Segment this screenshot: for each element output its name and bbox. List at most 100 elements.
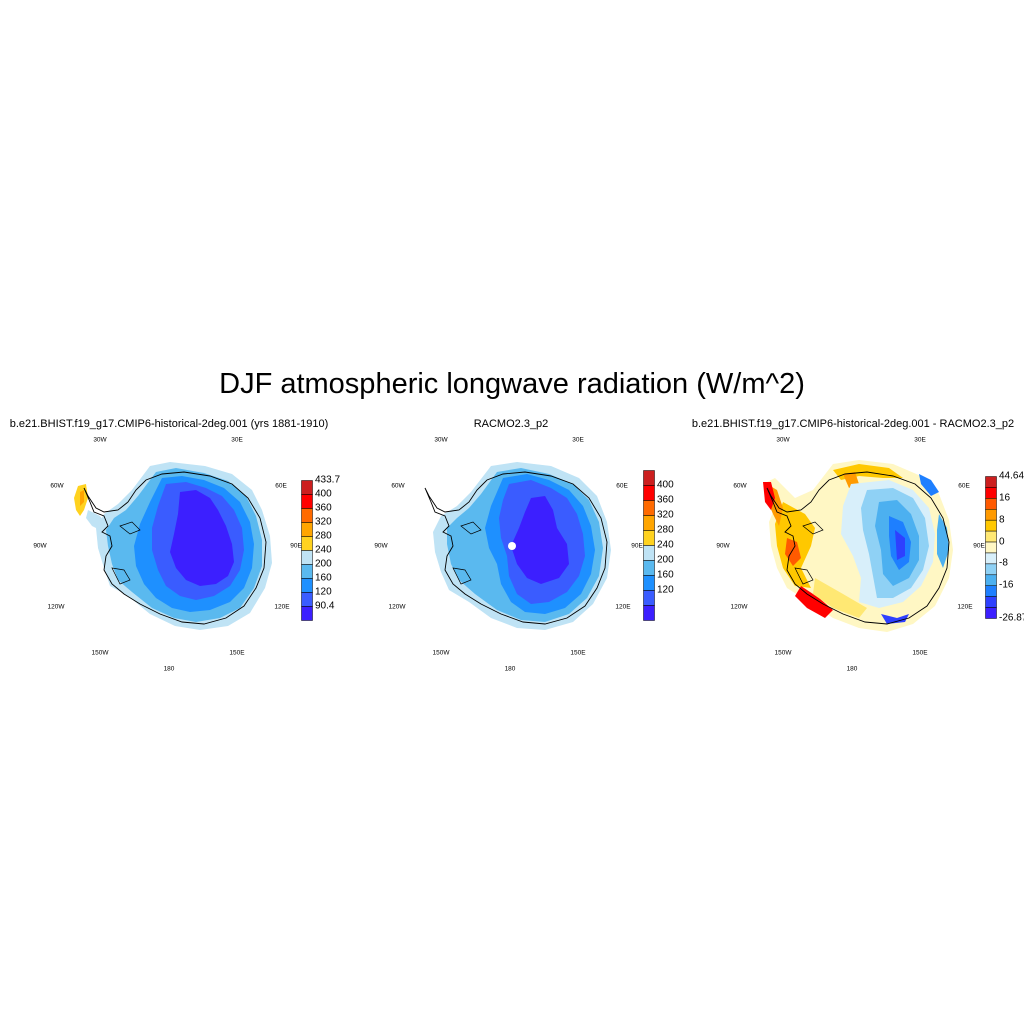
- lon-label-120e: 120E: [615, 603, 631, 611]
- colorbar-swatch: [985, 487, 997, 499]
- lon-label-180: 180: [163, 665, 175, 673]
- lon-label-150w: 150W: [774, 649, 792, 657]
- colorbar-swatch: [985, 509, 997, 521]
- colorbar-swatch: [985, 530, 997, 543]
- colorbar-label: 200: [315, 558, 332, 570]
- colorbar-label: 360: [315, 502, 332, 514]
- lon-label-60e: 60E: [958, 482, 970, 490]
- map-panel-model: b.e21.BHIST.f19_g17.CMIP6-historical-2de…: [0, 418, 340, 680]
- colorbar-swatch: [985, 596, 997, 608]
- colorbar-swatch: [643, 560, 655, 576]
- lon-label-60w: 60W: [50, 482, 64, 490]
- colorbar-swatch: [985, 552, 997, 565]
- colorbar-label: 0: [999, 536, 1005, 548]
- antarctica-map: [763, 460, 953, 632]
- colorbar-swatch: [985, 574, 997, 586]
- lon-label-30w: 30W: [776, 436, 790, 444]
- colorbar-swatches: [643, 470, 655, 621]
- lon-label-120w: 120W: [47, 603, 65, 611]
- panel-title: b.e21.BHIST.f19_g17.CMIP6-historical-2de…: [9, 418, 329, 430]
- lon-label-150w: 150W: [91, 649, 109, 657]
- colorbar-label: 360: [657, 494, 674, 506]
- lon-label-60w: 60W: [391, 482, 405, 490]
- lon-label-120e: 120E: [957, 603, 973, 611]
- colorbar-label: -8: [999, 557, 1008, 569]
- diff-cool: [841, 474, 949, 624]
- panel-title: RACMO2.3_p2: [473, 418, 549, 430]
- colorbar-label: 400: [657, 479, 674, 491]
- coastline: [424, 471, 608, 625]
- colorbar-swatch: [985, 563, 997, 576]
- colorbar-swatch: [301, 494, 313, 509]
- lon-label-30w: 30W: [434, 436, 448, 444]
- lon-label-60w: 60W: [733, 482, 747, 490]
- colorbar-label: 200: [657, 554, 674, 566]
- lon-label-180: 180: [504, 665, 516, 673]
- colorbar-label: 320: [315, 516, 332, 528]
- lon-label-30e: 30E: [231, 436, 243, 444]
- lon-label-150e: 150E: [229, 649, 245, 657]
- colorbar-swatch: [301, 592, 313, 607]
- map-panel-racmo: RACMO2.3_p2 30W 30E 60W 60E 90W 90E 120W…: [341, 418, 681, 680]
- colorbar-label: 90.4: [315, 600, 335, 612]
- colorbar-swatch: [301, 550, 313, 565]
- colorbar-label: 240: [657, 539, 674, 551]
- colorbar-swatch: [985, 476, 997, 488]
- lon-label-90w: 90W: [33, 542, 47, 550]
- colorbar-swatch: [643, 590, 655, 606]
- colorbar-swatch: [301, 578, 313, 593]
- colorbar-swatch: [301, 522, 313, 537]
- colorbar-swatch: [643, 515, 655, 531]
- colorbar-swatch: [643, 470, 655, 486]
- lon-label-90w: 90W: [716, 542, 730, 550]
- antarctica-map: [74, 462, 272, 630]
- colorbar-label: 8: [999, 514, 1005, 526]
- lon-label-30w: 30W: [93, 436, 107, 444]
- colorbar-swatch: [643, 575, 655, 591]
- field-interior: [170, 490, 234, 586]
- lon-label-120e: 120E: [274, 603, 290, 611]
- colorbar-label: 280: [315, 530, 332, 542]
- colorbar-swatch: [985, 607, 997, 619]
- colorbar-swatches: [301, 480, 313, 621]
- pole-hole: [508, 542, 516, 550]
- colorbar-label: 400: [315, 488, 332, 500]
- lon-label-150w: 150W: [432, 649, 450, 657]
- lon-label-120w: 120W: [730, 603, 748, 611]
- lon-label-90e: 90E: [973, 542, 985, 550]
- colorbar-label: 280: [657, 524, 674, 536]
- colorbar-swatch: [301, 480, 313, 495]
- lon-label-180: 180: [846, 665, 858, 673]
- field-interior: [511, 496, 569, 584]
- colorbar-label: 120: [315, 586, 332, 598]
- figure-title: DJF atmospheric longwave radiation (W/m^…: [219, 368, 805, 400]
- colorbar-swatch: [643, 605, 655, 621]
- colorbar-swatch: [301, 536, 313, 551]
- colorbar-swatches: [985, 476, 997, 619]
- colorbar-label: 240: [315, 544, 332, 556]
- lon-label-90e: 90E: [290, 542, 302, 550]
- panel-title: b.e21.BHIST.f19_g17.CMIP6-historical-2de…: [691, 418, 1015, 430]
- colorbar-label: 44.64: [999, 470, 1024, 482]
- colorbar-label: 16: [999, 492, 1011, 504]
- map-panel-difference: b.e21.BHIST.f19_g17.CMIP6-historical-2de…: [683, 418, 1024, 680]
- lon-label-150e: 150E: [570, 649, 586, 657]
- colorbar-swatch: [301, 564, 313, 579]
- peninsula-field: [74, 484, 108, 532]
- lon-label-60e: 60E: [616, 482, 628, 490]
- coastline: [766, 471, 950, 625]
- colorbar-swatch: [985, 498, 997, 510]
- colorbar-label: -26.87: [999, 612, 1024, 624]
- colorbar-label: 120: [657, 584, 674, 596]
- colorbar-swatch: [643, 500, 655, 516]
- antarctica-map: [424, 462, 611, 630]
- colorbar-swatch: [985, 585, 997, 597]
- lon-label-60e: 60E: [275, 482, 287, 490]
- colorbar-label: -16: [999, 579, 1014, 591]
- colorbar-label: 160: [315, 572, 332, 584]
- colorbar-label: 160: [657, 569, 674, 581]
- colorbar-swatch: [643, 485, 655, 501]
- colorbar-label: 320: [657, 509, 674, 521]
- colorbar-swatch: [643, 530, 655, 546]
- lon-label-150e: 150E: [912, 649, 928, 657]
